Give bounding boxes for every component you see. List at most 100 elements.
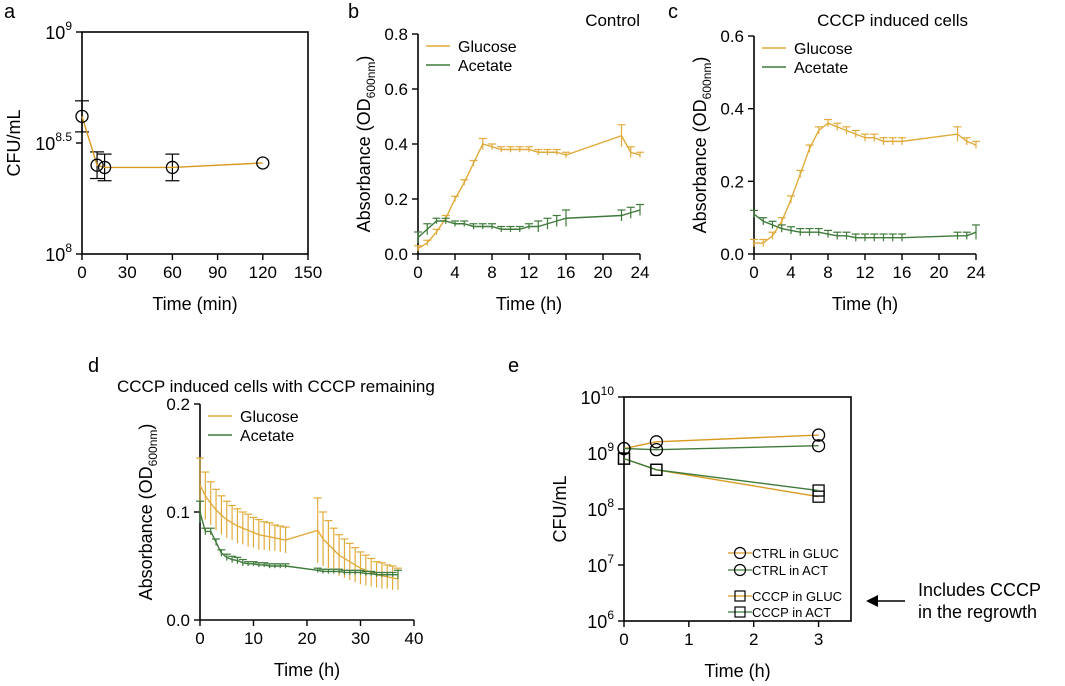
panel-c: 0 4 8 12 16 20 24 0.0 0.2 0.4 0.6 Time (h) Absorbanc… [690, 11, 985, 314]
x-axis-label: Time (h) [704, 661, 770, 681]
y-tick-label: 0.0 [166, 611, 190, 630]
panel-letter-c: c [668, 1, 678, 23]
x-tick-label: 30 [351, 629, 370, 648]
legend-label: Acetate [794, 60, 848, 77]
panel-letter-a: a [4, 1, 16, 23]
x-tick-label: 8 [487, 263, 496, 282]
x-tick-label: 0 [619, 630, 628, 649]
y-axis-label: Absorbance (OD600nm) [136, 424, 160, 601]
panel-letter-b: b [348, 1, 359, 23]
plot-frame [623, 396, 852, 622]
y-tick-label: 0.6 [720, 27, 744, 46]
x-tick-label: 16 [557, 263, 576, 282]
annotation-includes-cccp: Includes CCCP in the regrowth [866, 580, 1041, 622]
y-tick-label: 0.8 [384, 25, 408, 44]
x-tick-label: 3 [814, 630, 823, 649]
legend-label: CCCP in GLUC [752, 589, 842, 604]
x-tick-label: 20 [930, 263, 949, 282]
x-axis-label: Time (h) [832, 294, 898, 314]
series-line [417, 209, 641, 239]
data-point [75, 109, 89, 124]
x-tick-label: 0 [77, 263, 86, 282]
legend-label: Acetate [458, 58, 512, 75]
y-axis-label: CFU/mL [550, 476, 570, 543]
panel-letter-d: d [88, 355, 99, 377]
series-acetate [414, 203, 644, 243]
legend-label: Glucose [240, 409, 299, 426]
data-point [256, 156, 270, 170]
x-tick-label: 24 [967, 263, 986, 282]
y-axis-label: CFU/mL [4, 110, 24, 177]
chart-title: CCCP induced cells [817, 11, 968, 30]
legend-label: CTRL in GLUC [752, 546, 839, 561]
series-cccp-in-act [617, 452, 825, 497]
series-glucose [196, 457, 402, 590]
series-ctrl-in-act [617, 439, 826, 457]
data-point [617, 452, 631, 465]
series-line [623, 457, 819, 492]
y-tick-label: 0.2 [720, 172, 744, 191]
panel-letter-e: e [508, 355, 519, 377]
legend-marker [734, 606, 746, 618]
series-acetate [196, 500, 402, 579]
x-tick-label: 0 [413, 263, 422, 282]
y-axis-label: Absorbance (OD600nm) [690, 57, 714, 234]
y-tick-label: 107 [587, 552, 614, 576]
legend-label: Acetate [240, 428, 294, 445]
data-point [649, 442, 664, 457]
series-cfu [75, 100, 270, 182]
annotation-line-2: in the regrowth [918, 602, 1037, 622]
series-line [199, 511, 398, 576]
x-tick-label: 12 [856, 263, 875, 282]
series-line [753, 213, 977, 239]
panel-e: 0 1 2 3 106 107 108 109 1010 Time (h) CFU/mL CTRL i… [550, 384, 852, 681]
series-acetate [750, 209, 980, 242]
data-point [649, 435, 664, 449]
chart-title: CCCP induced cells with CCCP remaining [117, 377, 435, 396]
x-axis-label: Time (h) [496, 294, 562, 314]
x-tick-label: 0 [749, 263, 758, 282]
series-ctrl-in-gluc [617, 428, 826, 456]
y-tick-label: 108 [587, 496, 614, 520]
x-tick-label: 0 [195, 629, 204, 648]
x-tick-label: 2 [749, 630, 758, 649]
x-tick-label: 60 [163, 263, 182, 282]
legend-label: Glucose [794, 41, 853, 58]
y-tick-label: 0.1 [166, 503, 190, 522]
panel-d: 0 10 20 30 40 0.0 0.1 0.2 Time (h) Absorbance (OD… [117, 377, 435, 680]
x-tick-label: 90 [208, 263, 227, 282]
y-tick-label: 0.6 [384, 80, 408, 99]
x-tick-label: 120 [249, 263, 277, 282]
y-tick-label: 109 [587, 440, 614, 464]
x-tick-label: 40 [405, 629, 424, 648]
data-point [811, 428, 826, 442]
data-point [812, 484, 825, 497]
legend-marker [733, 563, 747, 577]
series-line [417, 134, 641, 250]
legend-label: Glucose [458, 39, 517, 56]
legend-label: CCCP in ACT [752, 605, 831, 620]
series-glucose [414, 124, 644, 252]
series-line [199, 484, 399, 580]
y-tick-label: 106 [587, 608, 614, 632]
y-tick-label: 109 [45, 19, 72, 43]
data-point [617, 441, 631, 456]
data-point [90, 158, 104, 172]
data-point [165, 160, 180, 175]
series-line [754, 122, 977, 244]
y-tick-label: 0.0 [720, 245, 744, 264]
series-glucose [750, 118, 980, 247]
series-line [623, 445, 819, 451]
y-tick-label: 0.2 [166, 395, 190, 414]
panel-a: 0 30 60 90 120 150 108 108.5 109 Time (min) CFU/mL [4, 19, 322, 314]
x-axis-label: Time (min) [152, 294, 237, 314]
data-point [650, 463, 663, 476]
x-tick-label: 4 [786, 263, 795, 282]
y-tick-label: 0.4 [384, 135, 408, 154]
arrow-head-icon [866, 595, 878, 607]
plot-frame [81, 31, 309, 255]
y-tick-label: 0.4 [720, 100, 744, 119]
data-point [811, 439, 826, 453]
x-tick-label: 30 [118, 263, 137, 282]
